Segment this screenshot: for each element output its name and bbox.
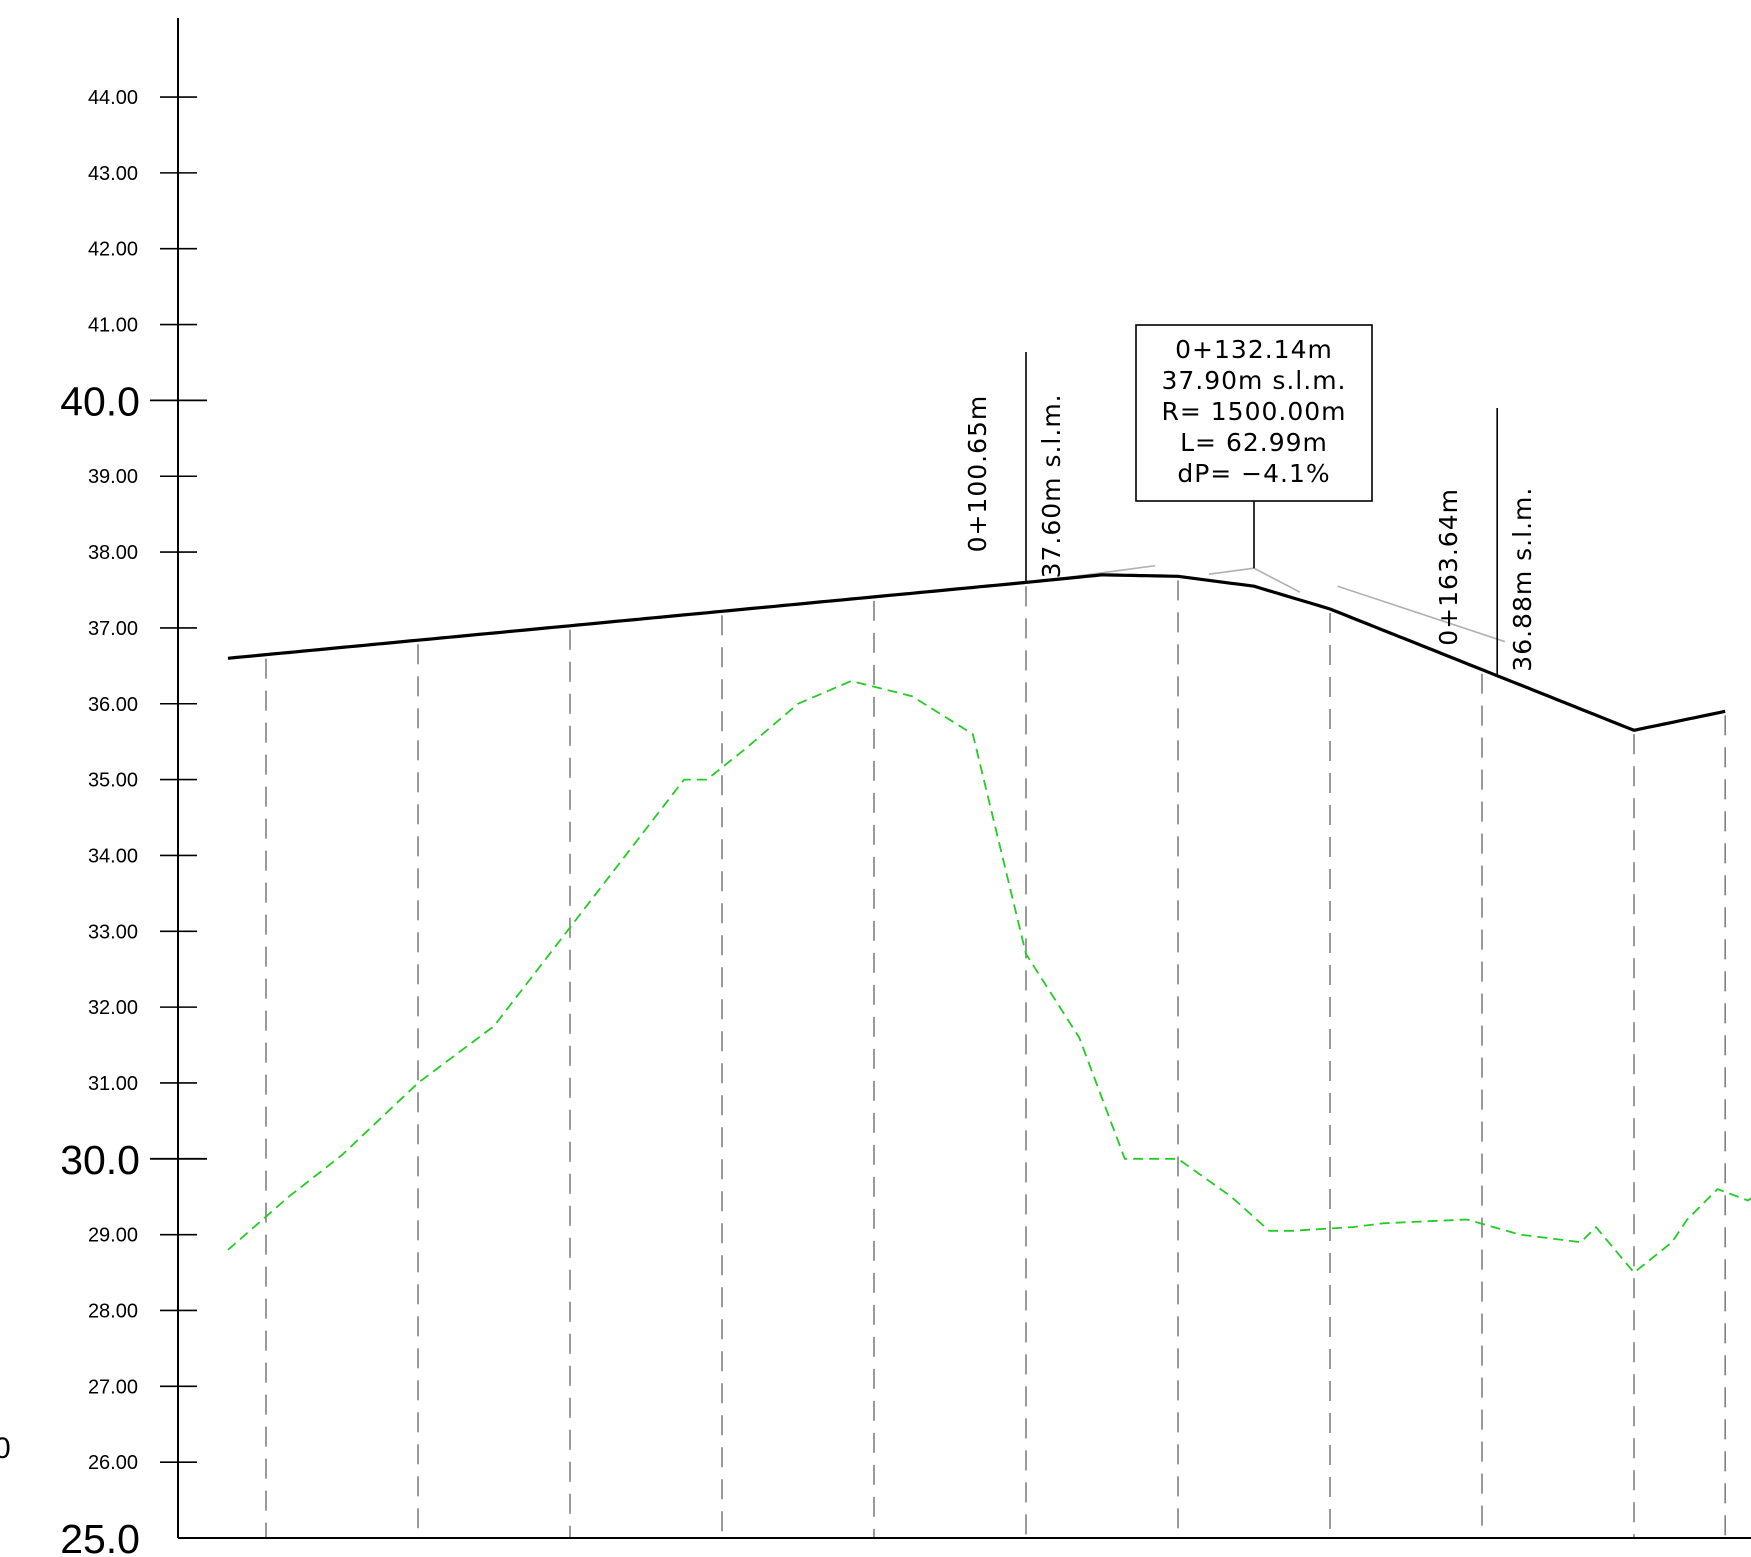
y-tick-label-major: 30.0 [60, 1137, 140, 1183]
y-tick-label: 35.00 [88, 770, 138, 792]
y-tick-label: 29.00 [88, 1225, 138, 1247]
tangent-line-apex-right [1253, 567, 1301, 593]
y-tick-label: 28.00 [88, 1300, 138, 1322]
y-tick-label: 31.00 [88, 1073, 138, 1095]
y-tick-label: 33.00 [88, 921, 138, 943]
elevation-axis [177, 18, 1751, 1539]
y-tick-label: 36.00 [88, 694, 138, 716]
station-gridlines [265, 580, 1726, 1538]
y-tick-label-major: 25.0 [60, 1516, 140, 1557]
y-tick-label: 39.00 [88, 466, 138, 488]
y-tick-labels: 44.00 43.00 42.00 41.00 39.00 38.00 37.00 36.00… [60, 87, 207, 1557]
curve-box-line: R= 1500.00m [1162, 397, 1347, 426]
curve-box-line: 0+132.14m [1175, 335, 1333, 364]
y-tick-label: 27.00 [88, 1376, 138, 1398]
curve-box-line: L= 62.99m [1180, 428, 1328, 457]
y-tick-label: 37.00 [88, 618, 138, 640]
design-profile-line [227, 573, 1726, 732]
y-tick-label: 41.00 [88, 315, 138, 337]
y-tick-label: 26.00 [88, 1452, 138, 1474]
curve-box-line: dP= −4.1% [1177, 459, 1330, 488]
elevation-label: 36.88m s.l.m. [1508, 487, 1537, 672]
terrain-line [227, 680, 1751, 1274]
station-label: 0+100.65m [963, 395, 992, 553]
y-tick-label: 38.00 [88, 542, 138, 564]
y-tick-label: 43.00 [88, 163, 138, 185]
station-label: 0+163.64m [1434, 488, 1463, 646]
y-tick-label: 44.00 [88, 87, 138, 109]
y-tick-label: 32.00 [88, 997, 138, 1019]
series-lines [227, 573, 1751, 1274]
curve-box-line: 37.90m s.l.m. [1161, 366, 1346, 395]
curve-info-box [1135, 324, 1373, 502]
edge-label: 0 [0, 1432, 11, 1465]
tangent-line-apex [1208, 567, 1255, 576]
tangent-line-right [1337, 585, 1506, 643]
y-tick-label-major: 40.0 [60, 378, 140, 424]
station-annotations: 0+100.65m 37.60m s.l.m. 0+163.64m 36.88m s.… [963, 352, 1537, 676]
y-tick-label: 42.00 [88, 239, 138, 261]
elevation-label: 37.60m s.l.m. [1037, 393, 1066, 578]
y-tick-label: 34.00 [88, 845, 138, 867]
